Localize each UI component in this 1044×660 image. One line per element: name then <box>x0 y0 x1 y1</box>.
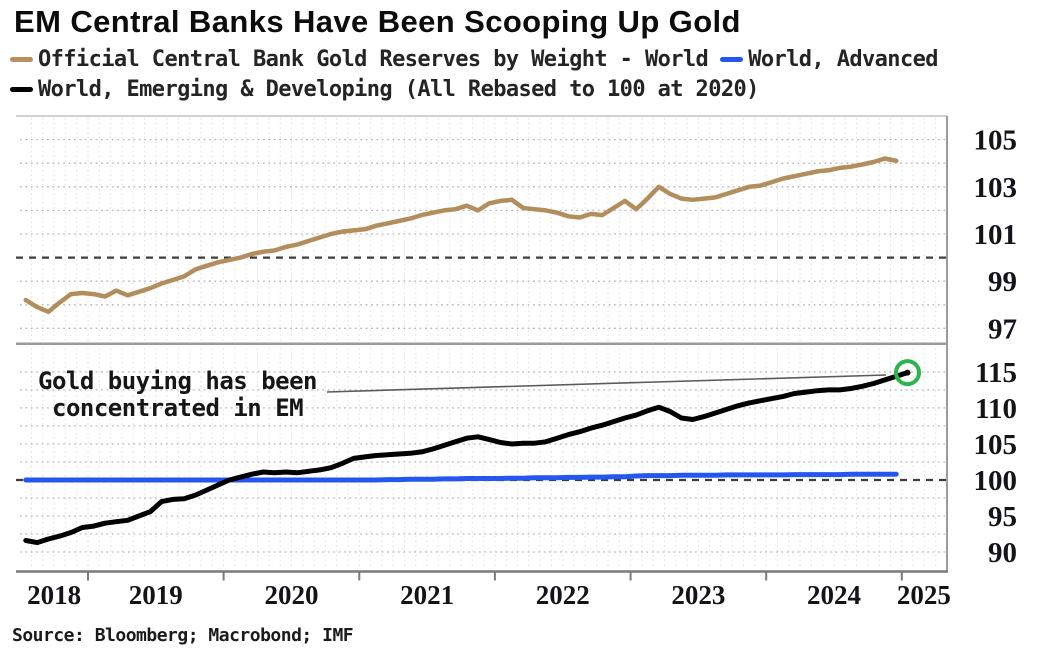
x-axis-label: 2018 <box>27 580 81 610</box>
x-axis-label: 2019 <box>129 580 183 610</box>
y-axis-label: 115 <box>975 357 1017 389</box>
series-line-world-advanced <box>23 471 899 483</box>
x-axis-label: 2025 <box>897 580 951 610</box>
legend-item-world-advanced: World, Advanced <box>720 47 938 72</box>
y-axis-label: 100 <box>974 465 1018 497</box>
legend: Official Central Bank Gold Reserves by W… <box>10 44 950 104</box>
y-axis-label: 95 <box>988 501 1017 533</box>
legend-row-1: Official Central Bank Gold Reserves by W… <box>10 44 950 74</box>
legend-item-world-emerging: World, Emerging & Developing (All Rebase… <box>10 77 759 102</box>
y-axis-label: 105 <box>974 429 1018 461</box>
annotation-text-line-2: concentrated in EM <box>52 394 303 422</box>
annotation-callout-line <box>326 374 887 393</box>
y-axis-label: 103 <box>974 172 1018 204</box>
legend-marker-world-advanced-icon <box>720 56 744 62</box>
legend-label-world-advanced: World, Advanced <box>748 46 938 72</box>
y-axis-label: 101 <box>974 219 1018 251</box>
legend-row-2: World, Emerging & Developing (All Rebase… <box>10 74 950 104</box>
legend-marker-world-emerging-icon <box>10 86 33 92</box>
x-axis-label: 2020 <box>265 580 319 610</box>
x-axis-label: 2023 <box>671 580 725 610</box>
y-axis-label: 97 <box>988 313 1017 345</box>
legend-label-world-total: Official Central Bank Gold Reserves by W… <box>38 46 709 72</box>
y-axis-label: 110 <box>975 393 1017 425</box>
x-axis-label: 2022 <box>536 580 590 610</box>
source-note: Source: Bloomberg; Macrobond; IMF <box>12 625 354 646</box>
legend-label-world-emerging: World, Emerging & Developing (All Rebase… <box>38 76 759 102</box>
annotation-text-line-1: Gold buying has been <box>38 367 317 395</box>
x-axis-label: 2024 <box>807 580 861 610</box>
legend-item-world-total: Official Central Bank Gold Reserves by W… <box>10 46 709 72</box>
y-axis-label: 90 <box>988 537 1017 569</box>
series-line-world-emerging-developing <box>23 370 910 546</box>
legend-marker-world-total-icon <box>10 56 33 62</box>
endpoint-highlight-ring <box>894 359 921 387</box>
y-axis-label: 99 <box>988 266 1017 298</box>
y-axis-label: 105 <box>974 125 1018 157</box>
chart-title: EM Central Banks Have Been Scooping Up G… <box>14 4 741 39</box>
series-line-official-central-bank-gold-reserves-by-weight-world <box>23 156 899 315</box>
x-axis-label: 2021 <box>400 580 454 610</box>
series-endpoint-dot <box>904 369 911 376</box>
